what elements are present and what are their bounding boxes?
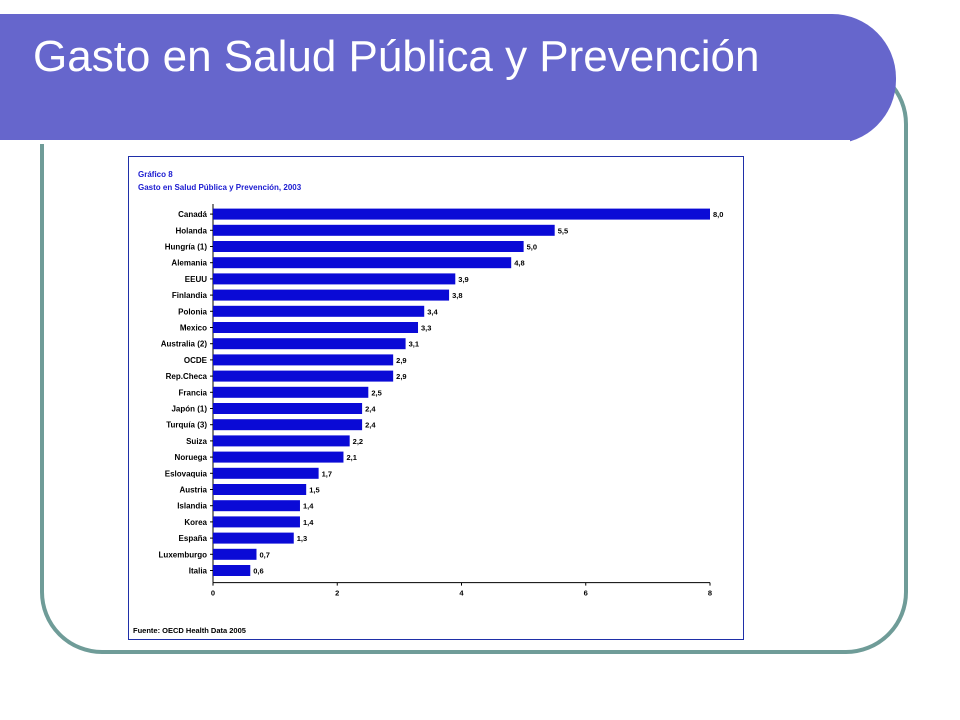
bar [213,305,425,317]
bar [213,467,319,479]
x-tick-label: 4 [459,589,464,598]
chart-caption-title: Gasto en Salud Pública y Prevención, 200… [138,183,302,192]
bar [213,419,363,431]
category-label: Rep.Checa [166,372,208,381]
bar [213,435,350,447]
x-tick-label: 6 [584,589,588,598]
category-label: Alemania [171,259,207,268]
data-label: 2,1 [346,453,356,462]
chart-panel: Gráfico 8 Gasto en Salud Pública y Preve… [128,156,744,640]
data-label: 2,4 [365,421,376,430]
bar [213,532,294,544]
category-label: Finlandia [172,291,208,300]
bar [213,484,307,495]
category-label: OCDE [184,356,208,365]
category-label: Islandia [177,502,207,511]
data-label: 3,3 [421,324,431,333]
bar [213,451,344,463]
bar [213,257,512,269]
data-label: 4,8 [514,259,524,268]
bar [213,322,419,333]
data-label: 2,9 [396,356,406,365]
data-label: 1,7 [322,469,332,478]
bar [213,370,394,382]
category-label: EEUU [185,275,207,284]
category-label: Noruega [175,453,208,462]
data-label: 0,7 [259,550,269,559]
category-label: Hungría (1) [165,243,208,252]
data-label: 3,9 [458,275,468,284]
data-label: 2,2 [353,437,363,446]
data-label: 1,4 [303,518,314,527]
bar [213,241,524,252]
bar-chart: Gráfico 8 Gasto en Salud Pública y Preve… [133,170,723,635]
data-label: 2,9 [396,372,406,381]
bar [213,289,450,301]
bar [213,500,300,512]
x-tick-label: 8 [708,589,712,598]
chart-caption-number: Gráfico 8 [138,170,173,179]
bar [213,208,710,220]
category-label: Austria [179,486,207,495]
bar [213,354,394,366]
bar [213,273,456,285]
data-label: 1,3 [297,534,307,543]
data-label: 1,5 [309,486,319,495]
category-label: Canadá [178,210,207,219]
category-label: Italia [189,567,208,576]
data-label: 2,5 [371,388,381,397]
title-band: Gasto en Salud Pública y Prevención [0,14,896,144]
category-label: Turquía (3) [166,421,207,430]
bar [213,224,555,236]
bar [213,516,300,528]
category-label: Japón (1) [171,405,207,414]
category-label: España [179,534,208,543]
bar [213,565,251,576]
data-label: 3,8 [452,291,462,300]
category-label: Eslovaquia [165,469,208,478]
x-tick-label: 0 [211,589,215,598]
category-label: Francia [179,388,208,397]
data-label: 8,0 [713,210,723,219]
category-label: Australia (2) [161,340,208,349]
category-label: Polonia [178,307,207,316]
x-tick-label: 2 [335,589,339,598]
bar [213,386,369,398]
data-label: 1,4 [303,502,314,511]
title-underline [0,140,850,144]
data-label: 3,1 [409,340,419,349]
data-label: 5,5 [558,226,568,235]
slide-title: Gasto en Salud Pública y Prevención [33,32,760,81]
data-label: 2,4 [365,405,376,414]
data-label: 0,6 [253,567,263,576]
category-label: Suiza [186,437,207,446]
bar [213,338,406,350]
bar [213,548,257,560]
category-label: Holanda [175,226,207,235]
category-label: Mexico [180,324,207,333]
data-label: 5,0 [527,243,537,252]
bar [213,403,363,414]
category-label: Korea [184,518,207,527]
data-label: 3,4 [427,307,438,316]
category-label: Luxemburgo [159,550,208,559]
chart-source-note: Fuente: OECD Health Data 2005 [133,626,246,635]
plot-area: Canadá 8,0 Holanda 5,5 Hungría (1) 5,0 Alemani… [159,204,723,598]
